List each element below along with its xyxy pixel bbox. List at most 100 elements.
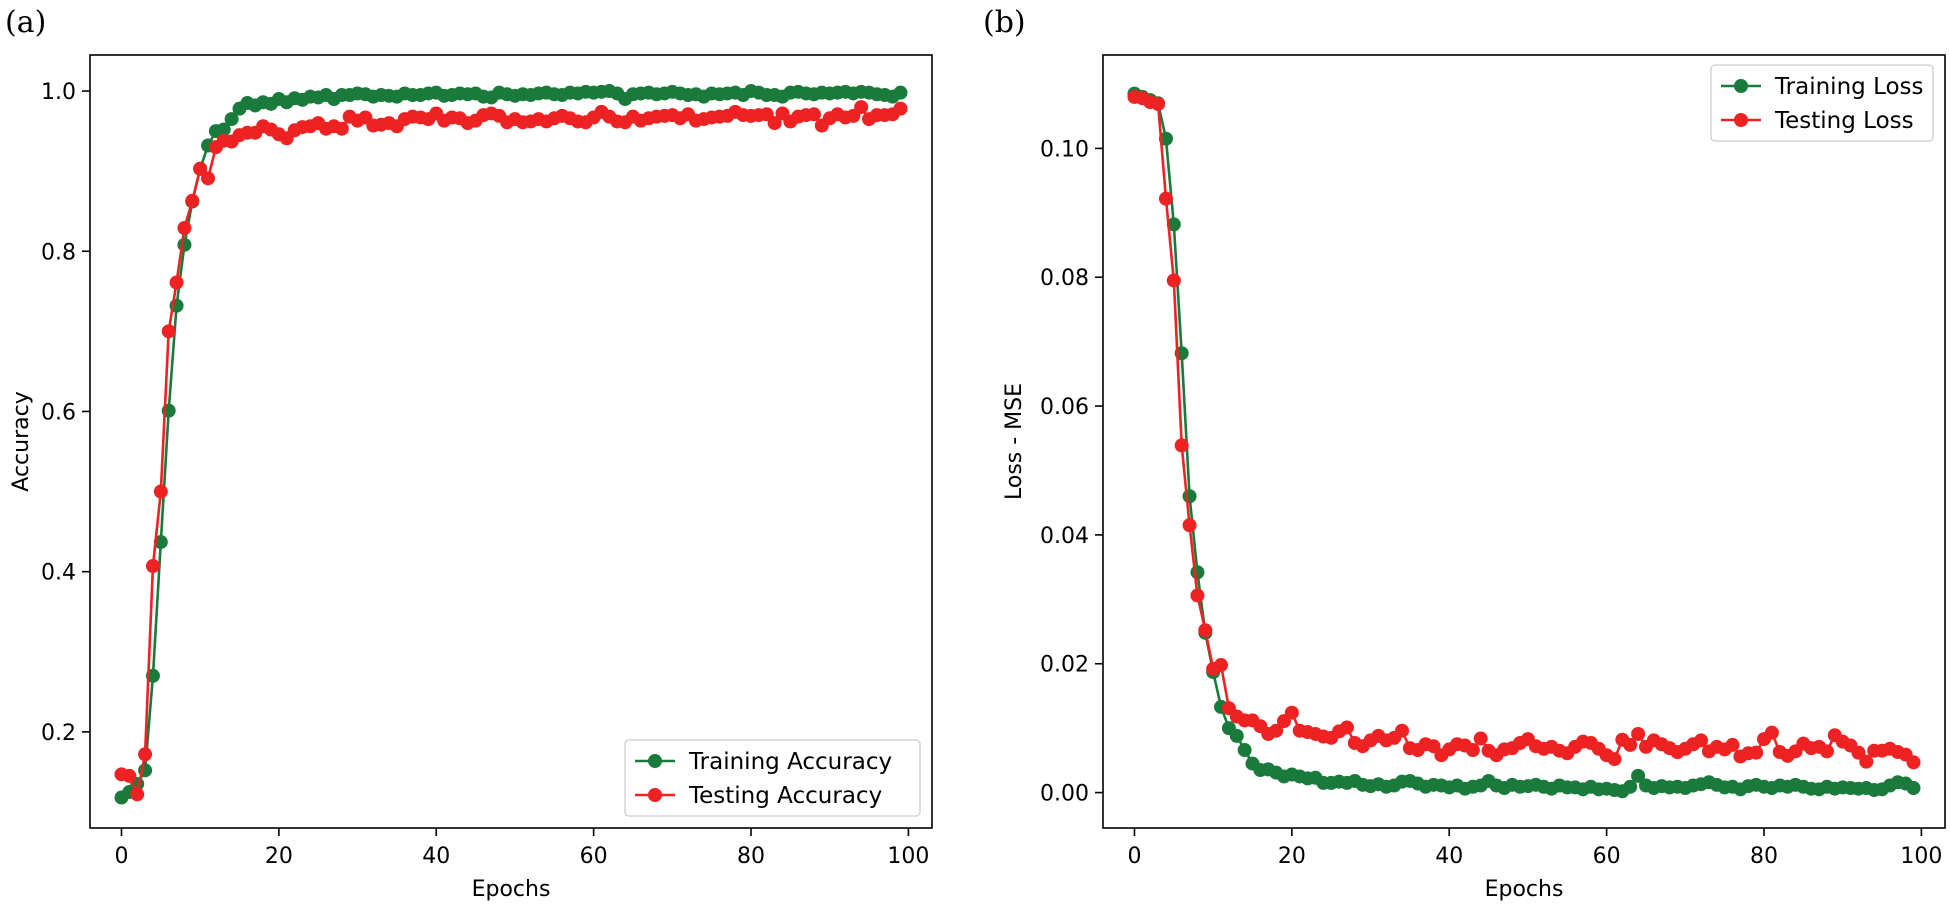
x-axis-label: Epochs [472,877,551,902]
data-point-training [1229,728,1244,743]
legend-label: Training Accuracy [688,749,892,775]
legend-label: Testing Loss [1774,108,1914,134]
data-point-testing [1269,723,1284,738]
data-point-testing [1395,723,1410,738]
data-point-testing [1607,752,1622,767]
y-tick-label: 0.4 [41,561,76,586]
data-point-testing [1859,754,1874,769]
y-tick-label: 0.08 [1040,266,1089,291]
y-axis-label: Loss - MSE [1002,383,1027,500]
plot-frame [1102,54,1946,829]
data-point-training [1237,743,1252,758]
legend-marker [1734,79,1748,93]
data-point-testing [1631,726,1646,741]
data-point-testing [1749,745,1764,760]
data-point-testing [185,193,200,208]
panel-label: (b) [983,5,1026,40]
data-point-testing [201,171,216,186]
data-point-testing [1623,737,1638,752]
data-point-training [153,535,168,550]
legend: Training Loss Testing Loss [1710,64,1934,142]
y-tick-label: 0.2 [41,721,76,746]
data-point-testing [1151,96,1166,111]
data-point-training [224,112,239,127]
y-axis-label: Accuracy [9,391,34,491]
series-line-training [1133,92,1915,793]
x-tick-label: 100 [887,844,929,869]
series-line-testing [121,105,902,796]
data-point-testing [1851,745,1866,760]
data-point-testing [1339,720,1354,735]
legend-item-training: Training Loss [1721,74,1924,100]
x-tick-label: 20 [1278,844,1306,869]
legend-marker [648,754,662,768]
data-point-testing [1182,518,1197,533]
data-point-testing [1906,755,1921,770]
data-point-training [216,122,231,137]
y-tick-label: 0.10 [1040,137,1089,162]
data-point-testing [193,161,208,176]
x-tick-label: 60 [580,844,608,869]
panel-label: (a) [5,5,46,40]
x-tick-label: 0 [114,844,128,869]
legend-box [624,739,921,817]
series-line-testing [1134,95,1915,764]
data-point-training [1182,489,1197,504]
legend-marker [648,788,662,802]
data-point-testing [1166,273,1181,288]
data-point-testing [130,787,145,802]
y-tick-label: 1.0 [41,80,76,105]
x-tick-label: 100 [1900,844,1942,869]
data-point-testing [122,768,137,783]
data-point-testing [854,100,869,115]
y-tick-label: 0.04 [1040,524,1089,549]
y-tick-label: 0.8 [41,240,76,265]
data-point-testing [1426,739,1441,754]
data-point-training [893,85,908,100]
y-tick-label: 0.02 [1040,653,1089,678]
data-point-testing [138,747,153,762]
plot-frame [89,54,933,829]
legend: Training Accuracy Testing Accuracy [624,739,921,817]
x-tick-label: 0 [1127,844,1141,869]
data-point-testing [1473,731,1488,746]
y-tick-label: 0.00 [1040,782,1089,807]
x-tick-label: 80 [737,844,765,869]
data-point-testing [767,116,782,131]
data-point-testing [1284,705,1299,720]
data-point-testing [1694,733,1709,748]
legend-marker [1734,113,1748,127]
x-tick-label: 40 [422,844,450,869]
legend-box [1710,64,1934,142]
y-tick-label: 0.6 [41,400,76,425]
data-point-testing [1764,725,1779,740]
legend-item-training: Training Accuracy [635,749,892,775]
x-tick-label: 20 [265,844,293,869]
data-point-training [1623,779,1638,794]
data-point-testing [1174,438,1189,453]
data-point-testing [1819,744,1834,759]
data-point-testing [1190,588,1205,603]
data-point-testing [893,101,908,116]
series-line-training [120,89,902,799]
x-axis-label: Epochs [1485,877,1564,902]
x-tick-label: 80 [1750,844,1778,869]
legend-item-testing: Testing Loss [1721,108,1914,134]
data-point-training [177,237,192,252]
data-point-testing [1158,191,1173,206]
data-point-training [1631,768,1646,783]
legend-label: Training Loss [1774,74,1924,100]
data-point-testing [161,324,176,339]
data-point-testing [1214,658,1229,673]
data-point-training [1166,217,1181,232]
x-tick-label: 60 [1593,844,1621,869]
loss-chart: (b) 0 20 40 60 80 100 0.00 0.02 0.04 0.06 0.08 0.10 E… [983,5,1946,902]
data-point-testing [1198,623,1213,638]
data-point-testing [806,107,821,122]
data-point-testing [1465,743,1480,758]
data-point-testing [153,484,168,499]
data-point-testing [334,121,349,136]
data-point-testing [1725,737,1740,752]
accuracy-chart: (a) 0 20 40 60 80 100 0.2 0.4 0.6 0.8 1.0 Epochs Accu… [5,5,933,902]
